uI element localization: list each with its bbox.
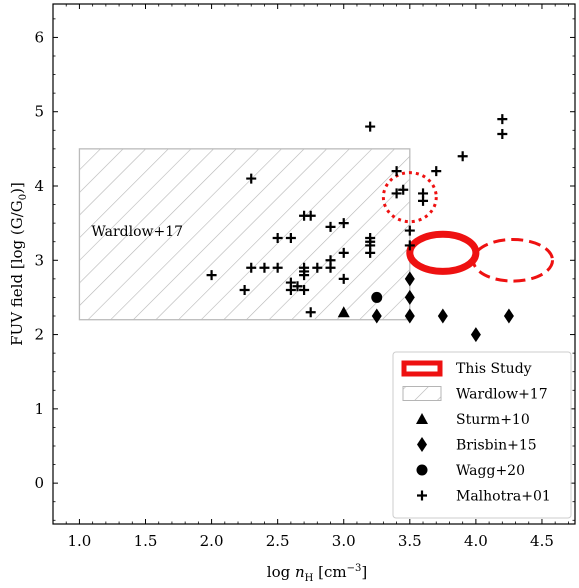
plus-marker (206, 270, 217, 281)
plus-marker (292, 281, 303, 292)
legend-label: Wardlow+17 (456, 387, 548, 403)
diamond-marker (470, 327, 481, 343)
legend-item-diamond: Brisbin+15 (417, 437, 537, 454)
x-tick-label: 1.0 (68, 532, 92, 550)
y-tick-label: 3 (34, 251, 44, 269)
y-axis-ticks: 0 1 2 3 4 5 6 (34, 18, 575, 521)
y-tick-label: 5 (34, 103, 44, 121)
plus-marker (365, 233, 376, 243)
plus-marker (338, 273, 349, 284)
plus-marker (457, 151, 468, 162)
legend-diamond-icon (417, 437, 427, 452)
diamond-marker (371, 308, 382, 324)
plus-marker (285, 277, 296, 288)
diamond-marker (404, 308, 415, 324)
y-tick-label: 1 (34, 400, 44, 418)
plus-marker (239, 285, 250, 295)
this-study-ellipse-dashed (471, 237, 555, 283)
plus-marker (285, 233, 296, 243)
legend-item-hatch: Wardlow+17 (402, 386, 548, 403)
series-malhotra-01 (206, 114, 508, 318)
series-brisbin-15 (371, 271, 514, 343)
y-tick-label: 6 (34, 28, 44, 46)
diamond-marker (437, 308, 448, 324)
diamond-marker (404, 271, 415, 287)
wardlow-annotation: Wardlow+17 (91, 224, 183, 240)
diamond-marker (404, 289, 415, 305)
x-axis-ticks: 1.0 1.5 2.0 2.5 3.0 3.5 4.0 4.5 (65, 4, 569, 550)
x-tick-label: 2.5 (266, 532, 290, 550)
series-wagg-20 (371, 291, 383, 303)
plot-frame (52, 3, 576, 525)
plus-marker (312, 262, 323, 273)
legend-label: Wagg+20 (456, 463, 525, 479)
y-tick-label: 0 (34, 474, 44, 492)
x-tick-label: 4.5 (530, 532, 554, 550)
y-tick-label: 4 (34, 177, 44, 195)
legend-plus-icon (417, 490, 427, 501)
diamond-marker (503, 308, 514, 324)
plus-marker (299, 262, 310, 273)
plus-marker (497, 129, 508, 139)
legend: This Study Wardlow+17 Sturm+10 Brisbin+15 Wa… (392, 351, 572, 519)
legend-triangle-icon (416, 413, 428, 424)
legend-item-triangle: Sturm+10 (416, 412, 530, 428)
plus-marker (305, 307, 316, 318)
plus-marker (418, 188, 429, 199)
plus-marker (398, 184, 409, 195)
plus-marker (272, 262, 283, 273)
plus-marker (391, 166, 402, 177)
legend-label: Malhotra+01 (456, 489, 551, 505)
plus-marker (391, 188, 402, 199)
y-tick-label: 2 (34, 326, 44, 344)
x-tick-label: 1.5 (134, 532, 158, 550)
y-axis-label: FUV field [log (G/G0)] (8, 182, 29, 346)
plus-marker (431, 166, 442, 177)
legend-item-plus: Malhotra+01 (417, 489, 551, 505)
plus-marker (338, 218, 349, 229)
plus-marker (246, 173, 257, 184)
legend-label: Brisbin+15 (456, 438, 537, 454)
legend-hatch-swatch (402, 386, 442, 401)
circle-marker (371, 291, 383, 303)
legend-label: Sturm+10 (456, 412, 530, 428)
series-sturm-10 (337, 306, 350, 318)
legend-this-study-swatch (401, 360, 443, 377)
plus-marker (497, 114, 508, 125)
x-axis-label: log nH [cm−3] (267, 563, 367, 584)
legend-circle-icon (416, 464, 428, 476)
x-tick-label: 3.5 (398, 532, 422, 550)
this-study-ellipse-dotted (381, 171, 438, 224)
plus-marker (325, 221, 336, 232)
triangle-marker (337, 306, 350, 318)
plus-marker (299, 285, 310, 295)
plus-marker (272, 233, 283, 243)
x-tick-label: 4.0 (464, 532, 488, 550)
legend-label: This Study (456, 361, 532, 377)
plus-marker (338, 247, 349, 258)
x-tick-label: 2.0 (200, 532, 224, 550)
plus-marker (404, 225, 415, 236)
data-markers (206, 114, 514, 343)
plus-marker (259, 262, 270, 273)
legend-item-this-study: This Study (401, 360, 532, 377)
plus-marker (305, 210, 316, 221)
plus-marker (404, 240, 415, 251)
this-study-ellipses (381, 171, 555, 283)
plus-marker (365, 121, 376, 132)
plus-marker (246, 262, 257, 273)
x-tick-label: 3.0 (332, 532, 356, 550)
plus-marker (325, 255, 336, 266)
this-study-ellipse-solid (406, 230, 480, 275)
legend-item-circle: Wagg+20 (416, 463, 525, 479)
